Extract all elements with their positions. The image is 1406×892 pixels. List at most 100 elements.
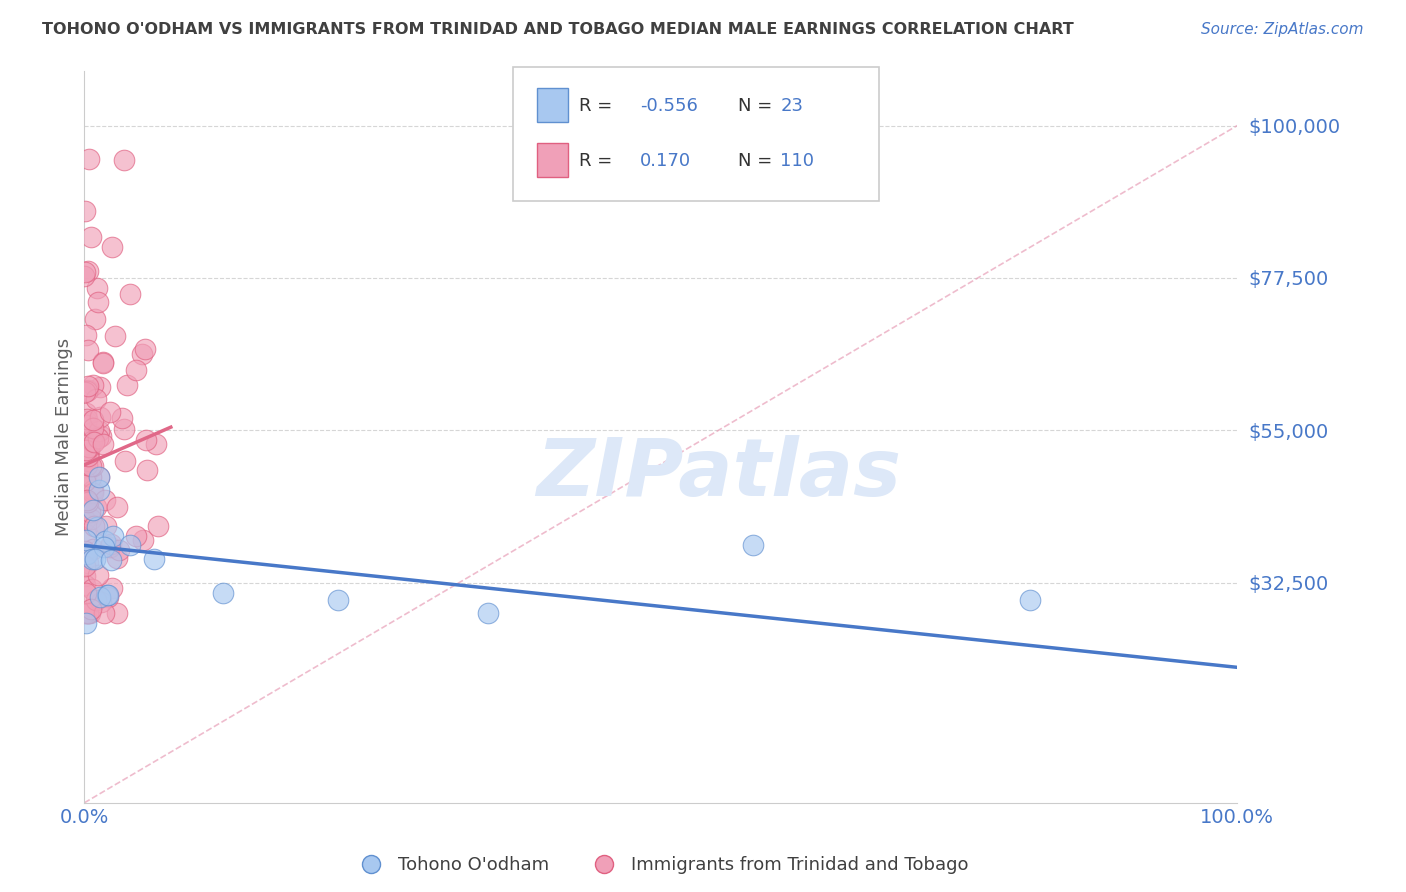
Point bbox=[125, 529, 148, 543]
Point bbox=[76, 606, 98, 620]
Point bbox=[89, 590, 111, 604]
Point bbox=[75, 406, 97, 420]
Point bbox=[90, 429, 112, 443]
Point bbox=[77, 440, 100, 454]
Point bbox=[105, 551, 128, 566]
Point bbox=[73, 513, 96, 527]
Point bbox=[87, 294, 110, 309]
Point bbox=[76, 458, 98, 473]
Point bbox=[82, 486, 104, 500]
Text: -0.556: -0.556 bbox=[640, 97, 697, 115]
Point bbox=[77, 449, 100, 463]
Point bbox=[73, 474, 96, 488]
Point bbox=[104, 328, 127, 343]
Point bbox=[75, 384, 97, 399]
Point bbox=[120, 538, 142, 552]
Point bbox=[100, 552, 122, 566]
Point bbox=[83, 435, 105, 450]
Point bbox=[76, 495, 98, 509]
Point bbox=[76, 383, 98, 397]
Point bbox=[326, 592, 349, 607]
Point bbox=[125, 363, 148, 377]
Point bbox=[77, 343, 100, 357]
Point bbox=[77, 379, 100, 393]
Point bbox=[82, 430, 104, 444]
Point bbox=[73, 459, 96, 474]
Point bbox=[82, 483, 104, 497]
Point bbox=[84, 593, 107, 607]
Point bbox=[97, 591, 120, 605]
Point bbox=[101, 581, 124, 595]
Point bbox=[211, 586, 233, 600]
Point bbox=[94, 534, 117, 549]
Point bbox=[134, 342, 156, 356]
Point bbox=[477, 606, 499, 620]
Point bbox=[89, 410, 111, 425]
Text: TOHONO O'ODHAM VS IMMIGRANTS FROM TRINIDAD AND TOBAGO MEDIAN MALE EARNINGS CORRE: TOHONO O'ODHAM VS IMMIGRANTS FROM TRINID… bbox=[42, 22, 1074, 37]
Point bbox=[75, 469, 97, 483]
Point bbox=[75, 547, 97, 561]
Point bbox=[84, 552, 107, 566]
Point bbox=[75, 495, 97, 509]
Point bbox=[96, 588, 118, 602]
Point bbox=[79, 229, 101, 244]
Point bbox=[87, 568, 110, 582]
Point bbox=[77, 606, 100, 620]
Point bbox=[135, 463, 157, 477]
Point bbox=[76, 547, 98, 561]
Point bbox=[75, 527, 97, 541]
Point bbox=[75, 442, 97, 457]
Point bbox=[87, 483, 110, 497]
Point bbox=[76, 264, 98, 278]
Point bbox=[75, 426, 97, 441]
Point bbox=[80, 459, 103, 474]
Point bbox=[76, 441, 98, 455]
Point bbox=[79, 606, 101, 620]
Point bbox=[82, 377, 104, 392]
Point bbox=[94, 493, 117, 508]
Point bbox=[87, 470, 110, 484]
Point bbox=[84, 312, 107, 326]
Point bbox=[75, 437, 97, 451]
Point bbox=[75, 615, 97, 630]
Point bbox=[79, 505, 101, 519]
Point bbox=[73, 606, 96, 620]
Point bbox=[1018, 592, 1040, 607]
Text: 23: 23 bbox=[780, 97, 803, 115]
Point bbox=[105, 606, 128, 620]
Legend: Tohono O'odham, Immigrants from Trinidad and Tobago: Tohono O'odham, Immigrants from Trinidad… bbox=[346, 849, 976, 881]
Point bbox=[98, 404, 121, 418]
Point bbox=[112, 422, 135, 436]
Point bbox=[75, 418, 97, 433]
Point bbox=[91, 436, 114, 450]
Text: 110: 110 bbox=[780, 153, 814, 170]
Point bbox=[91, 355, 114, 369]
Point bbox=[75, 327, 97, 342]
Point bbox=[75, 445, 97, 459]
Point bbox=[93, 540, 115, 554]
Point bbox=[82, 413, 104, 427]
Y-axis label: Median Male Earnings: Median Male Earnings bbox=[55, 338, 73, 536]
Text: Source: ZipAtlas.com: Source: ZipAtlas.com bbox=[1201, 22, 1364, 37]
Point bbox=[82, 459, 104, 474]
Point bbox=[76, 384, 98, 399]
Text: 0.170: 0.170 bbox=[640, 153, 690, 170]
Point bbox=[75, 585, 97, 599]
Point bbox=[86, 519, 108, 533]
Point bbox=[80, 469, 103, 483]
Point bbox=[146, 519, 169, 533]
Point bbox=[73, 265, 96, 279]
Point bbox=[96, 588, 118, 602]
Point bbox=[93, 606, 115, 620]
Point bbox=[87, 431, 110, 445]
Point bbox=[91, 355, 114, 369]
Point bbox=[131, 347, 153, 361]
Point bbox=[89, 380, 111, 394]
Point bbox=[96, 519, 118, 533]
Point bbox=[98, 541, 121, 555]
Point bbox=[89, 425, 111, 439]
Point bbox=[118, 286, 141, 301]
Point bbox=[84, 500, 107, 514]
Point bbox=[77, 153, 100, 167]
Point bbox=[135, 434, 157, 448]
